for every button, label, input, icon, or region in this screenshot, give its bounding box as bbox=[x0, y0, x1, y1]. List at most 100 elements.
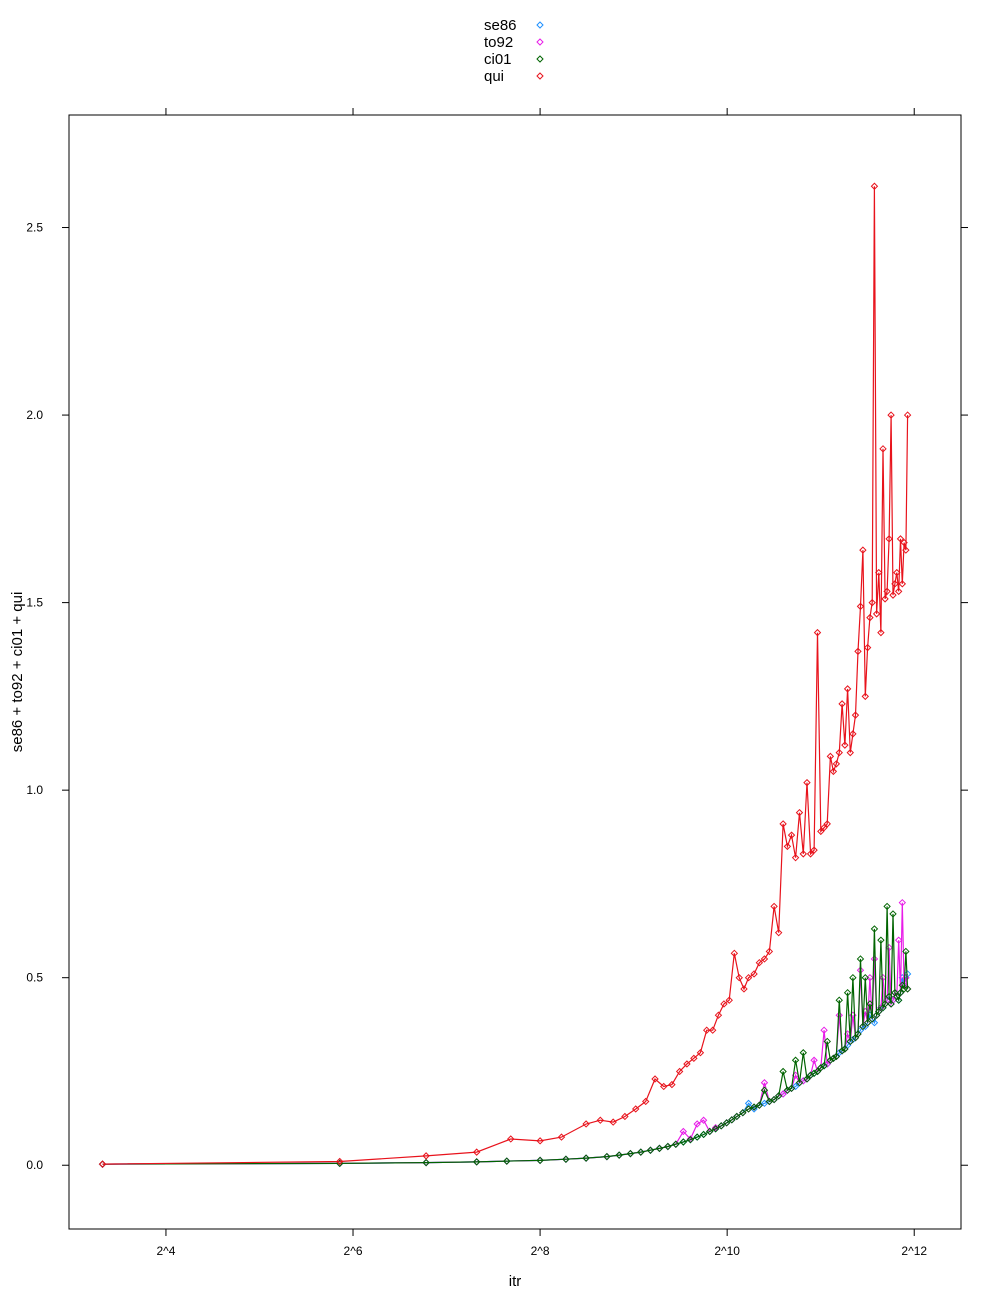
data-point-qui bbox=[783, 842, 792, 851]
data-point-se86 bbox=[760, 1099, 769, 1108]
data-point-qui bbox=[832, 760, 841, 768]
data-point-qui bbox=[596, 1116, 605, 1124]
data-point-qui bbox=[714, 1011, 723, 1019]
data-point-to92 bbox=[835, 1011, 843, 1019]
data-point-ci01 bbox=[672, 1140, 680, 1148]
data-point-ci01 bbox=[835, 996, 843, 1004]
data-point-qui bbox=[760, 955, 769, 963]
data-point-ci01 bbox=[655, 1144, 664, 1153]
y-tick-label: 0.0 bbox=[26, 1158, 43, 1172]
legend-label-to92: to92 bbox=[484, 34, 513, 51]
data-point-ci01 bbox=[626, 1149, 635, 1158]
data-point-qui bbox=[893, 568, 901, 577]
data-point-qui bbox=[690, 1054, 698, 1063]
y-tick-label: 1.0 bbox=[26, 783, 43, 797]
legend-key-qui bbox=[536, 72, 544, 80]
data-point-qui bbox=[877, 628, 885, 637]
data-point-qui bbox=[422, 1152, 430, 1160]
data-point-ci01 bbox=[885, 992, 893, 1001]
data-point-ci01 bbox=[744, 1105, 753, 1113]
data-point-qui bbox=[849, 730, 857, 738]
data-point-qui bbox=[660, 1082, 668, 1091]
data-point-qui bbox=[887, 411, 895, 419]
data-point-qui bbox=[894, 587, 903, 596]
data-point-to92 bbox=[686, 1135, 695, 1143]
data-point-ci01 bbox=[903, 985, 912, 993]
data-point-qui bbox=[795, 808, 804, 817]
legend-key-se86 bbox=[536, 21, 544, 29]
data-point-ci01 bbox=[829, 1054, 838, 1063]
data-point-qui bbox=[859, 546, 867, 554]
data-point-ci01 bbox=[422, 1158, 430, 1167]
y-tick-label: 2.0 bbox=[26, 408, 43, 422]
data-point-qui bbox=[881, 595, 889, 603]
data-point-qui bbox=[902, 546, 910, 554]
data-point-ci01 bbox=[717, 1122, 725, 1130]
data-point-ci01 bbox=[832, 1052, 841, 1061]
data-point-qui bbox=[823, 820, 831, 828]
data-point-ci01 bbox=[887, 1000, 895, 1008]
y-axis-label: se86 + to92 + ci01 + qui bbox=[9, 592, 26, 753]
data-point-ci01 bbox=[787, 1084, 796, 1093]
y-tick-label: 1.5 bbox=[26, 596, 43, 610]
data-point-ci01 bbox=[582, 1154, 590, 1162]
data-point-qui bbox=[843, 685, 852, 693]
data-point-to92 bbox=[820, 1026, 828, 1034]
data-point-ci01 bbox=[646, 1146, 655, 1154]
data-point-qui bbox=[702, 1026, 711, 1034]
data-point-qui bbox=[870, 182, 879, 190]
data-point-qui bbox=[730, 949, 739, 958]
data-point-to92 bbox=[760, 1079, 769, 1087]
data-point-to92 bbox=[885, 943, 893, 952]
data-point-qui bbox=[675, 1067, 684, 1076]
data-point-ci01 bbox=[739, 1109, 747, 1117]
data-point-qui bbox=[806, 850, 815, 858]
data-point-ci01 bbox=[894, 996, 903, 1004]
data-point-qui bbox=[740, 985, 748, 993]
x-axis-ticks: 2^4 2^6 2^8 2^10 2^12 bbox=[156, 108, 927, 1258]
data-point-ci01 bbox=[779, 1067, 787, 1076]
data-point-ci01 bbox=[883, 902, 891, 911]
data-point-qui bbox=[755, 958, 764, 967]
data-point-qui bbox=[696, 1049, 705, 1057]
data-point-ci01 bbox=[679, 1138, 688, 1146]
data-point-qui bbox=[900, 538, 908, 547]
data-point-qui bbox=[903, 411, 912, 419]
data-point-ci01 bbox=[760, 1086, 769, 1094]
data-point-qui bbox=[774, 928, 783, 937]
data-point-ci01 bbox=[770, 1095, 778, 1104]
data-point-ci01 bbox=[896, 988, 905, 997]
data-point-qui bbox=[791, 853, 800, 862]
data-point-qui bbox=[889, 591, 897, 599]
data-point-qui bbox=[651, 1075, 659, 1083]
data-point-qui bbox=[872, 610, 881, 618]
data-point-ci01 bbox=[856, 955, 865, 963]
data-point-to92 bbox=[679, 1127, 688, 1136]
data-point-ci01 bbox=[699, 1130, 708, 1139]
data-point-to92 bbox=[879, 973, 887, 982]
data-point-ci01 bbox=[810, 1069, 818, 1078]
x-tick-label: 2^12 bbox=[901, 1244, 927, 1258]
y-tick-label: 0.5 bbox=[26, 971, 43, 985]
data-point-qui bbox=[838, 700, 846, 708]
data-point-ci01 bbox=[820, 1062, 828, 1070]
data-point-ci01 bbox=[881, 1000, 889, 1008]
data-point-ci01 bbox=[868, 1015, 876, 1023]
data-point-to92 bbox=[810, 1056, 818, 1064]
data-point-qui bbox=[735, 973, 743, 982]
data-point-ci01 bbox=[795, 1079, 804, 1087]
data-point-ci01 bbox=[823, 1037, 831, 1046]
data-point-qui bbox=[846, 748, 854, 757]
y-tick-label: 2.5 bbox=[26, 221, 43, 235]
data-point-qui bbox=[582, 1120, 590, 1128]
x-tick-label: 2^6 bbox=[344, 1244, 363, 1258]
data-point-ci01 bbox=[875, 1007, 883, 1016]
data-point-se86 bbox=[791, 1082, 800, 1091]
series-line-qui bbox=[102, 186, 909, 1165]
legend-key-ci01 bbox=[536, 55, 544, 63]
data-point-ci01 bbox=[750, 1103, 758, 1111]
data-point-ci01 bbox=[854, 1030, 862, 1038]
data-point-to92 bbox=[779, 1090, 787, 1098]
data-point-ci01 bbox=[826, 1056, 835, 1064]
